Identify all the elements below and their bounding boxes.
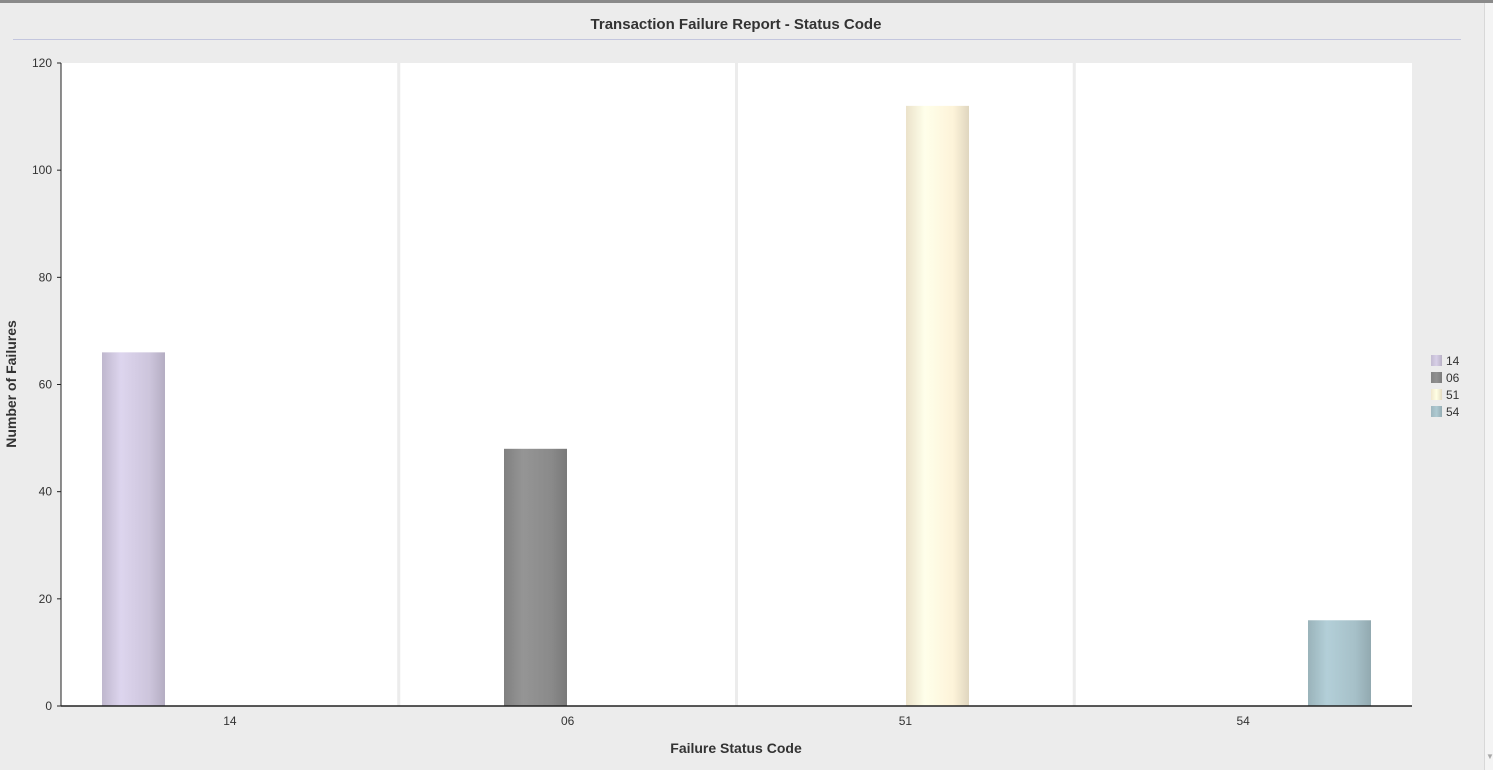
x-axis-title: Failure Status Code [670, 740, 802, 756]
legend-label: 54 [1446, 405, 1459, 419]
legend: 14 06 51 54 [1431, 352, 1459, 420]
legend-swatch [1431, 372, 1442, 383]
y-tick-label: 100 [32, 163, 52, 177]
y-tick-label: 80 [39, 270, 53, 284]
legend-item[interactable]: 51 [1431, 386, 1459, 403]
legend-label: 14 [1446, 354, 1459, 368]
x-tick-label: 51 [899, 714, 913, 728]
y-tick-label: 120 [32, 56, 52, 70]
y-axis-title: Number of Failures [3, 320, 19, 448]
y-tick-label: 40 [39, 485, 53, 499]
bar-51-series-51[interactable] [906, 106, 969, 706]
y-tick-label: 60 [39, 378, 53, 392]
legend-item[interactable]: 14 [1431, 352, 1459, 369]
legend-swatch [1431, 406, 1442, 417]
vertical-scrollbar[interactable] [1484, 3, 1493, 770]
legend-swatch [1431, 389, 1442, 400]
y-tick-label: 20 [39, 592, 53, 606]
bar-14-series-14[interactable] [102, 352, 165, 706]
legend-item[interactable]: 54 [1431, 403, 1459, 420]
x-tick-label: 06 [561, 714, 575, 728]
bar-54-series-54[interactable] [1308, 620, 1371, 706]
bar-06-series-06[interactable] [504, 449, 567, 706]
y-tick-label: 0 [45, 699, 52, 713]
legend-label: 06 [1446, 371, 1459, 385]
legend-swatch [1431, 355, 1442, 366]
scroll-down-arrow-icon[interactable]: ▼ [1486, 752, 1493, 761]
legend-item[interactable]: 06 [1431, 369, 1459, 386]
x-tick-label: 14 [223, 714, 237, 728]
x-tick-label: 54 [1236, 714, 1250, 728]
legend-label: 51 [1446, 388, 1459, 402]
